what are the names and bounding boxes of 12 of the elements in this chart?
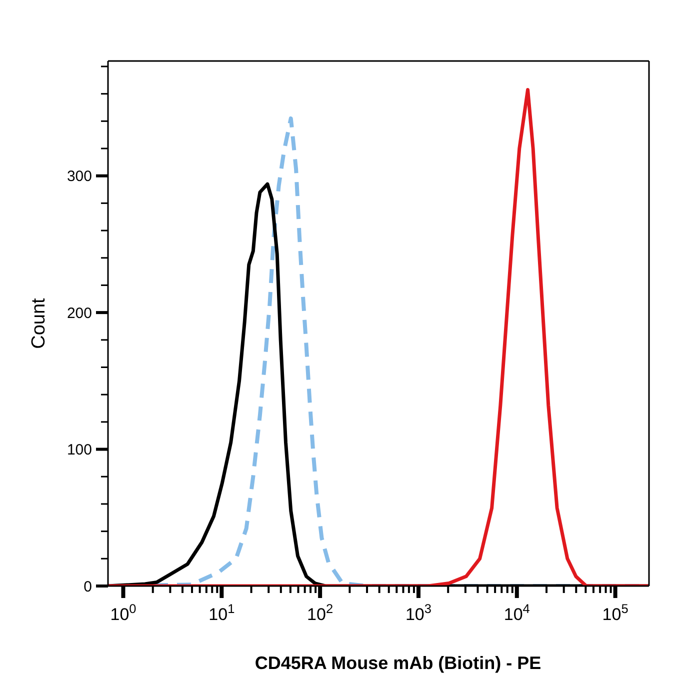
x-tick-label: 10$^{5}$ xyxy=(602,600,628,624)
y-tick-label: 0 xyxy=(84,578,92,596)
y-tick-label: 300 xyxy=(66,168,92,186)
x-tick-label: 10$^{2}$ xyxy=(307,600,334,624)
y-tick-label: 100 xyxy=(66,442,92,459)
x-tick-label: 10$^{3}$ xyxy=(405,600,432,624)
x-tick-label: 10$^{1}$ xyxy=(208,600,235,624)
x-tick-label: 10$^{0}$ xyxy=(110,600,136,624)
x-axis-title: CD45RA Mouse mAb (Biotin) - PE xyxy=(254,653,542,674)
y-axis-title: Count xyxy=(28,297,50,349)
y-tick-label: 200 xyxy=(66,304,92,322)
x-tick-label: 10$^{4}$ xyxy=(504,600,530,624)
